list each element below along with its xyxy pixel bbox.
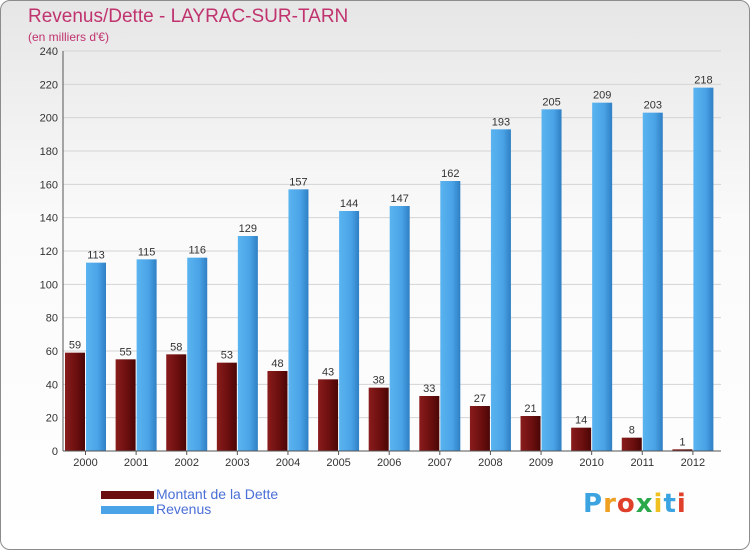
- bar-dette: [419, 396, 440, 451]
- data-label-revenus: 205: [542, 96, 560, 108]
- legend-swatch-dette: [101, 491, 154, 499]
- data-label-revenus: 113: [87, 250, 105, 262]
- x-tick-label: 2012: [681, 457, 705, 469]
- data-label-dette: 14: [575, 415, 587, 427]
- bar-revenus: [288, 189, 309, 452]
- y-tick-label: 180: [40, 146, 58, 158]
- data-label-revenus: 162: [441, 168, 459, 180]
- x-tick-label: 2004: [276, 457, 300, 469]
- data-label-revenus: 147: [391, 193, 409, 205]
- data-label-revenus: 218: [694, 75, 712, 87]
- bar-dette: [216, 362, 237, 451]
- data-label-dette: 38: [373, 375, 385, 387]
- bar-dette: [267, 371, 288, 451]
- logo-letter: r: [603, 489, 617, 519]
- bar-revenus: [187, 257, 208, 451]
- data-label-revenus: 115: [138, 246, 156, 258]
- bar-dette: [318, 379, 339, 451]
- y-tick-label: 220: [40, 79, 58, 91]
- x-tick-label: 2008: [478, 457, 502, 469]
- y-tick-label: 40: [46, 379, 58, 391]
- y-tick-label: 120: [40, 246, 58, 258]
- bar-dette: [571, 427, 592, 451]
- logo-letter: x: [635, 489, 654, 519]
- logo-letter: i: [676, 489, 687, 519]
- logo-letter: i: [653, 489, 664, 519]
- y-tick-label: 240: [40, 46, 58, 58]
- x-tick-label: 2000: [73, 457, 97, 469]
- bar-dette: [115, 359, 136, 451]
- bar-revenus: [389, 206, 410, 451]
- data-label-dette: 27: [474, 393, 486, 405]
- bar-dette: [368, 387, 389, 451]
- bar-revenus: [339, 211, 360, 451]
- x-tick-label: 2005: [326, 457, 350, 469]
- data-label-dette: 33: [423, 383, 435, 395]
- x-tick-label: 2001: [124, 457, 148, 469]
- bar-revenus: [86, 262, 106, 451]
- x-tick-label: 2010: [579, 457, 603, 469]
- y-tick-label: 80: [46, 313, 58, 325]
- proxiti-logo: Proxiti: [583, 489, 687, 519]
- data-label-dette: 43: [322, 366, 334, 378]
- bar-revenus: [642, 112, 663, 452]
- y-tick-label: 100: [40, 279, 58, 291]
- data-label-dette: 8: [629, 425, 635, 437]
- y-tick-label: 60: [46, 346, 58, 358]
- bar-revenus: [541, 109, 562, 451]
- y-tick-label: 0: [52, 446, 58, 458]
- data-label-revenus: 193: [492, 116, 510, 128]
- legend-label-revenus: Revenus: [156, 501, 212, 517]
- bar-revenus: [693, 87, 714, 452]
- bar-dette: [469, 406, 490, 451]
- y-tick-label: 20: [46, 413, 58, 425]
- bar-revenus: [136, 259, 157, 451]
- x-tick-label: 2009: [529, 457, 553, 469]
- chart-title: Revenus/Dette - LAYRAC-SUR-TARN: [28, 6, 349, 27]
- data-label-revenus: 116: [188, 245, 206, 257]
- data-label-dette: 1: [679, 436, 685, 448]
- logo-letter: o: [616, 489, 636, 519]
- bar-revenus: [237, 236, 258, 451]
- bar-dette: [65, 352, 85, 451]
- logo-letter: P: [583, 489, 604, 519]
- y-tick-label: 140: [40, 213, 58, 225]
- data-label-dette: 58: [170, 341, 182, 353]
- x-tick-label: 2006: [377, 457, 401, 469]
- data-label-dette: 53: [221, 350, 233, 362]
- bar-dette: [621, 437, 642, 451]
- data-label-revenus: 203: [644, 100, 662, 112]
- chart-subtitle: (en milliers d'€): [28, 30, 109, 44]
- data-label-dette: 48: [271, 358, 283, 370]
- legend-label-dette: Montant de la Dette: [156, 486, 279, 502]
- bar-dette: [672, 449, 693, 451]
- y-tick-label: 200: [40, 113, 58, 125]
- data-label-revenus: 209: [593, 90, 611, 102]
- x-tick-label: 2007: [428, 457, 452, 469]
- bar-revenus: [490, 129, 511, 452]
- data-label-revenus: 157: [289, 176, 307, 188]
- x-tick-label: 2003: [225, 457, 249, 469]
- data-label-revenus: 144: [340, 198, 358, 210]
- bar-dette: [166, 354, 187, 451]
- bar-revenus: [592, 102, 613, 452]
- x-tick-label: 2002: [174, 457, 198, 469]
- bar-dette: [520, 416, 541, 451]
- logo-letter: t: [663, 489, 677, 519]
- data-label-dette: 59: [69, 340, 81, 352]
- y-tick-label: 160: [40, 179, 58, 191]
- legend-swatch-revenus: [101, 506, 154, 514]
- x-tick-label: 2011: [630, 457, 654, 469]
- bar-revenus: [440, 181, 461, 451]
- data-label-dette: 21: [524, 403, 536, 415]
- data-label-revenus: 129: [239, 223, 257, 235]
- data-label-dette: 55: [119, 346, 131, 358]
